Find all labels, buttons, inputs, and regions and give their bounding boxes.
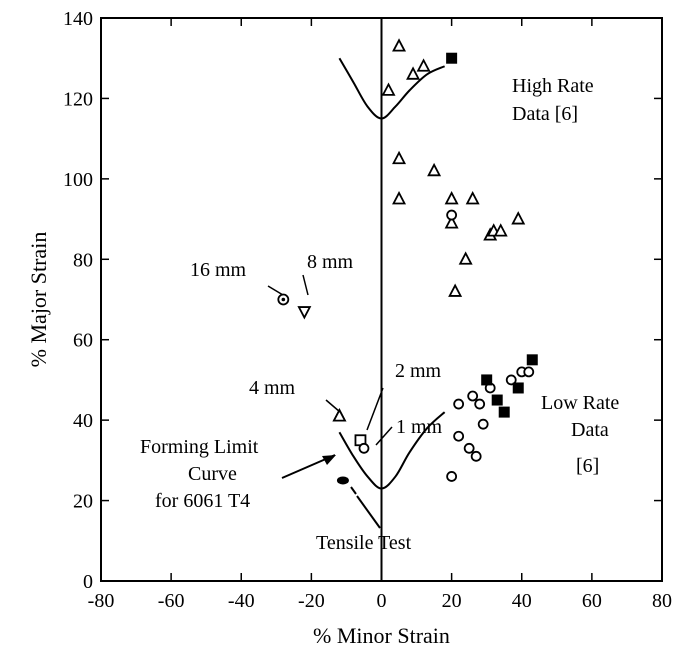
triangle-marker xyxy=(448,283,463,297)
triangle-marker xyxy=(511,211,526,225)
open-circle-marker xyxy=(505,374,517,386)
open-circle-marker xyxy=(446,209,458,221)
flc-label-line2: Curve xyxy=(188,463,237,485)
filled-circle-marker xyxy=(336,476,349,485)
triangle-marker xyxy=(406,66,421,80)
open-circle-marker xyxy=(446,471,458,482)
high-rate-label-line2: Data [6] xyxy=(512,103,578,125)
y-tick-label: 60 xyxy=(73,330,93,352)
x-tick-label: 40 xyxy=(512,590,532,612)
y-tick-label: 40 xyxy=(73,410,93,432)
data-points xyxy=(277,38,538,485)
circled-dot-center xyxy=(281,297,286,302)
filled-square-marker xyxy=(481,374,493,386)
triangle-marker xyxy=(392,191,407,205)
label-8mm: 8 mm xyxy=(307,251,354,273)
label-2mm: 2 mm xyxy=(395,360,442,382)
arrow-tensile xyxy=(356,495,381,529)
y-tick-label: 0 xyxy=(83,571,93,593)
arrow-1mm xyxy=(375,426,393,446)
filled-square-marker xyxy=(526,354,538,366)
arrow-8mm xyxy=(302,274,309,296)
open-circle-marker xyxy=(470,450,482,462)
triangle-marker xyxy=(392,150,407,165)
triangle-marker xyxy=(444,191,459,205)
triangle-marker xyxy=(458,251,473,265)
annotations: High Rate Data [6] Low Rate Data [6] For… xyxy=(140,75,619,554)
low-rate-label-line1: Low Rate xyxy=(541,392,619,414)
filled-square-marker xyxy=(512,382,524,394)
open-circle-marker xyxy=(463,442,475,454)
open-circle-marker xyxy=(467,390,479,402)
x-tick-label: -80 xyxy=(88,590,115,612)
flc-label-line1: Forming Limit xyxy=(140,436,259,458)
open-circle-marker xyxy=(523,366,535,378)
triangle-marker xyxy=(427,162,442,177)
arrow-flc-head xyxy=(322,455,336,465)
open-circle-marker xyxy=(453,398,465,410)
curves xyxy=(338,57,446,490)
triangle-marker xyxy=(332,408,347,422)
triangle-marker xyxy=(493,223,508,237)
axes: -80 -60 -40 -20 0 20 40 60 80 0 20 40 60 80 100 120 140%… xyxy=(26,8,672,648)
x-axis-label: % Minor Strain xyxy=(313,623,450,648)
triangle-marker xyxy=(392,38,407,52)
filled-square-marker xyxy=(498,406,510,418)
filled-square-marker xyxy=(491,394,503,406)
label-1mm: 1 mm xyxy=(396,416,443,438)
triangle-marker xyxy=(416,58,431,72)
x-tick-label: -60 xyxy=(158,590,185,612)
down-triangle-marker xyxy=(297,306,312,320)
arrow-16mm xyxy=(267,285,284,296)
label-4mm: 4 mm xyxy=(249,377,296,399)
y-tick-label: 80 xyxy=(73,249,93,271)
filled-square-marker xyxy=(446,52,458,64)
curve-forming-limit-curve xyxy=(338,411,446,490)
x-tick-label: 60 xyxy=(582,590,602,612)
triangle-marker xyxy=(465,191,480,205)
triangle-marker xyxy=(381,82,396,96)
x-tick-label: 0 xyxy=(377,590,387,612)
x-tick-label: -20 xyxy=(298,590,325,612)
arrow-tensile-end xyxy=(350,486,357,495)
open-circle-marker xyxy=(453,430,465,442)
triangle-marker xyxy=(444,215,459,229)
flc-label-line3: for 6061 T4 xyxy=(155,490,250,512)
open-circle-marker xyxy=(474,398,486,410)
open-circle-marker xyxy=(477,418,489,430)
arrow-2mm xyxy=(366,387,384,431)
label-16mm: 16 mm xyxy=(190,259,247,281)
high-rate-label-line1: High Rate xyxy=(512,75,594,97)
y-tick-label: 20 xyxy=(73,491,93,513)
low-rate-label-line3: [6] xyxy=(576,455,599,477)
y-tick-label: 100 xyxy=(63,169,93,191)
arrow-4mm xyxy=(325,399,341,413)
x-tick-label: 80 xyxy=(652,590,672,612)
y-tick-label: 140 xyxy=(63,8,93,30)
y-axis-label: % Major Strain xyxy=(26,232,51,368)
y-tick-label: 120 xyxy=(63,88,93,110)
x-tick-label: 20 xyxy=(442,590,462,612)
curve-high-rate-curve xyxy=(338,57,446,120)
low-rate-label-line2: Data xyxy=(571,419,609,441)
open-circle-marker xyxy=(358,442,370,454)
tensile-test-label: Tensile Test xyxy=(316,532,412,554)
x-tick-label: -40 xyxy=(228,590,255,612)
